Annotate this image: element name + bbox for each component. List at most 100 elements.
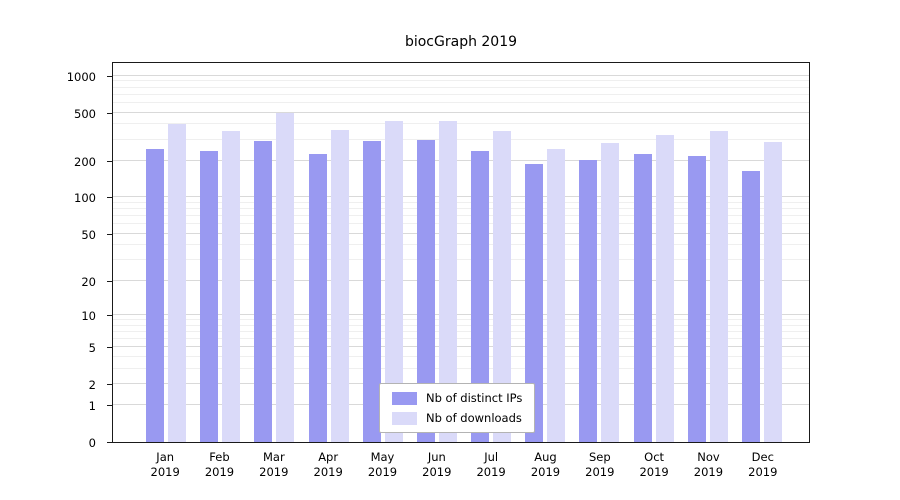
x-tick-year: 2019 bbox=[639, 465, 669, 479]
bar-group-jan bbox=[139, 63, 193, 442]
y-tick-mark bbox=[107, 112, 112, 114]
y-tick-mark bbox=[107, 347, 112, 349]
minor-gridline bbox=[113, 367, 809, 369]
x-tick-year: 2019 bbox=[204, 465, 235, 479]
legend-row-downloads: Nb of downloads bbox=[392, 411, 522, 425]
y-tick-mark bbox=[107, 280, 112, 282]
bar-aug-downloads bbox=[547, 149, 566, 442]
x-tick-month: Sep bbox=[588, 450, 611, 464]
x-tick-year: 2019 bbox=[476, 465, 506, 479]
bar-dec-downloads bbox=[763, 142, 782, 442]
x-tick-label-feb: Feb 2019 bbox=[192, 450, 246, 480]
minor-gridline bbox=[113, 355, 809, 357]
bar-group-may bbox=[356, 63, 410, 442]
bar-group-oct bbox=[627, 63, 681, 442]
minor-gridline bbox=[113, 324, 809, 326]
bar-jun-ips bbox=[416, 139, 435, 442]
x-tick-label-apr: Apr 2019 bbox=[301, 450, 355, 480]
y-tick-label: 500 bbox=[74, 106, 96, 121]
x-tick-label-jun: Jun 2019 bbox=[410, 450, 464, 480]
minor-gridline bbox=[113, 138, 809, 140]
x-tick-month: Oct bbox=[644, 450, 665, 464]
minor-gridline bbox=[113, 318, 809, 320]
legend: Nb of distinct IPs Nb of downloads bbox=[379, 383, 536, 433]
major-gridline bbox=[113, 313, 809, 315]
minor-gridline bbox=[113, 208, 809, 210]
x-tick-month: Aug bbox=[534, 450, 557, 464]
y-tick-label: 1 bbox=[88, 399, 96, 414]
bar-sep-ips bbox=[579, 159, 598, 442]
minor-gridline bbox=[113, 259, 809, 261]
y-tick-mark bbox=[107, 233, 112, 235]
bar-jul-downloads bbox=[493, 131, 512, 442]
x-tick-label-may: May 2019 bbox=[355, 450, 409, 480]
x-tick-month: Feb bbox=[209, 450, 230, 464]
y-tick-mark bbox=[107, 442, 112, 443]
bar-group-jul bbox=[464, 63, 518, 442]
y-tick-label: 10 bbox=[81, 308, 96, 323]
minor-gridline bbox=[113, 80, 809, 82]
legend-swatch-downloads bbox=[392, 411, 417, 425]
legend-label-ips: Nb of distinct IPs bbox=[426, 391, 523, 405]
bar-may-downloads bbox=[384, 120, 403, 442]
x-axis: Jan 2019 Feb 2019 Mar 2019 Apr 2019 May 2019 Jun 20… bbox=[138, 450, 790, 480]
y-tick-mark bbox=[107, 160, 112, 162]
bar-nov-ips bbox=[687, 155, 706, 442]
minor-gridline bbox=[113, 101, 809, 103]
bar-feb-downloads bbox=[222, 131, 241, 442]
y-axis: 0 1 2 5 10 20 50 100 200 500 1000 bbox=[0, 62, 112, 450]
x-tick-label-sep: Sep 2019 bbox=[573, 450, 627, 480]
major-gridline bbox=[113, 346, 809, 348]
bar-group-aug bbox=[518, 63, 572, 442]
x-tick-label-nov: Nov 2019 bbox=[681, 450, 735, 480]
bar-dec-ips bbox=[741, 171, 760, 442]
bar-aug-ips bbox=[525, 163, 544, 442]
x-tick-label-aug: Aug 2019 bbox=[518, 450, 572, 480]
x-tick-year: 2019 bbox=[422, 465, 452, 479]
major-gridline bbox=[113, 159, 809, 161]
bar-may-ips bbox=[362, 140, 381, 442]
x-tick-label-dec: Dec 2019 bbox=[736, 450, 790, 480]
minor-gridline bbox=[113, 337, 809, 339]
bar-jun-downloads bbox=[438, 121, 457, 442]
minor-gridline bbox=[113, 215, 809, 217]
y-tick-label: 100 bbox=[74, 191, 96, 206]
y-tick-mark bbox=[107, 314, 112, 316]
x-tick-year: 2019 bbox=[748, 465, 778, 479]
x-tick-month: Jul bbox=[484, 450, 499, 464]
bar-group-apr bbox=[302, 63, 356, 442]
minor-gridline bbox=[113, 93, 809, 95]
bar-series bbox=[139, 63, 789, 442]
bar-oct-downloads bbox=[655, 134, 674, 442]
x-tick-label-mar: Mar 2019 bbox=[247, 450, 301, 480]
bar-group-feb bbox=[193, 63, 247, 442]
x-tick-month: Jan bbox=[156, 450, 175, 464]
x-tick-month: May bbox=[370, 450, 395, 464]
bar-nov-downloads bbox=[709, 131, 728, 442]
bar-group-jun bbox=[410, 63, 464, 442]
x-tick-month: Jun bbox=[427, 450, 446, 464]
bar-group-mar bbox=[247, 63, 301, 442]
major-gridline bbox=[113, 232, 809, 234]
x-tick-year: 2019 bbox=[585, 465, 615, 479]
x-tick-month: Nov bbox=[697, 450, 720, 464]
y-tick-label: 1000 bbox=[66, 69, 96, 84]
minor-gridline bbox=[113, 244, 809, 246]
y-tick-label: 0 bbox=[88, 436, 96, 450]
minor-gridline bbox=[113, 201, 809, 203]
minor-gridline bbox=[113, 86, 809, 88]
x-tick-year: 2019 bbox=[259, 465, 289, 479]
x-tick-label-jul: Jul 2019 bbox=[464, 450, 518, 480]
bar-group-sep bbox=[572, 63, 626, 442]
y-tick-mark bbox=[107, 405, 112, 407]
major-gridline bbox=[113, 196, 809, 198]
x-tick-month: Apr bbox=[318, 450, 339, 464]
bar-sep-downloads bbox=[601, 143, 620, 442]
bar-apr-downloads bbox=[330, 129, 349, 442]
x-tick-year: 2019 bbox=[367, 465, 398, 479]
y-tick-label: 5 bbox=[88, 341, 96, 356]
minor-gridline bbox=[113, 223, 809, 225]
x-tick-year: 2019 bbox=[693, 465, 724, 479]
minor-gridline bbox=[113, 123, 809, 125]
